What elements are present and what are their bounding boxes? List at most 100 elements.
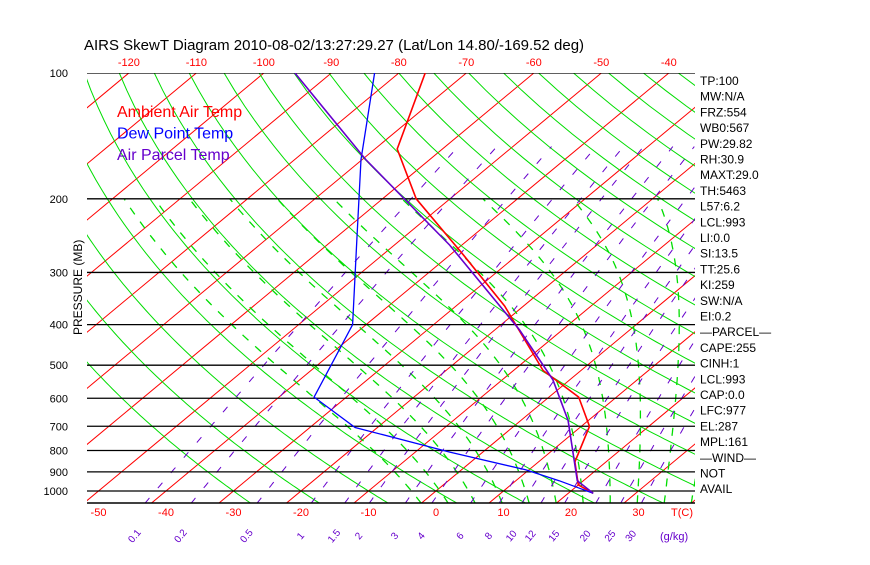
stat-item: FRZ:554	[700, 105, 747, 119]
stat-item: CINH:1	[700, 357, 740, 371]
stat-item: CAPE:255	[700, 341, 756, 355]
dry-adiabat-line	[294, 73, 870, 503]
bottom-temp-tick-label: 0	[433, 507, 439, 519]
dry-adiabat-line	[818, 73, 870, 503]
legend-entry: Ambient Air Temp	[117, 104, 242, 121]
stat-item: EL:287	[700, 419, 738, 433]
stat-item: AVAIL	[700, 482, 733, 496]
stat-item: TP:100	[700, 74, 739, 88]
mixing-ratio-label: 6	[455, 530, 467, 542]
mixing-ratio-label: 8	[483, 530, 495, 542]
bottom-temp-tick-label: -20	[293, 507, 309, 519]
mixing-ratio-label: 30	[624, 528, 640, 544]
mixing-ratio-label: 0.2	[172, 527, 190, 545]
stat-item: RH:30.9	[700, 153, 744, 167]
pressure-tick-label: 100	[50, 68, 68, 80]
dry-adiabat-line	[504, 73, 870, 503]
plot-series	[295, 73, 593, 493]
stat-item: EI:0.2	[700, 310, 732, 324]
pressure-tick-label: 300	[50, 267, 68, 279]
dry-adiabat-line	[469, 73, 870, 503]
top-temp-tick-label: -70	[458, 57, 474, 69]
stat-item: SI:13.5	[700, 247, 738, 261]
moist-adiabat-line	[483, 199, 610, 504]
stat-item: —WIND—	[700, 451, 756, 465]
profile-ambient-air-temp	[397, 73, 593, 493]
mixing-ratio-label: 0.5	[238, 527, 256, 545]
stat-item: MAXT:29.0	[700, 168, 759, 182]
isotherm-line	[759, 73, 870, 503]
moist-adiabat-line	[124, 199, 421, 504]
dry-adiabat-line	[643, 73, 870, 503]
mixing-ratio-label: 4	[416, 530, 428, 542]
stat-item: MPL:161	[700, 435, 748, 449]
profile-air-parcel-temp	[295, 73, 593, 493]
dry-adiabat-line	[259, 73, 870, 503]
pressure-tick-label: 700	[50, 421, 68, 433]
moist-adiabat-line	[230, 199, 502, 504]
stat-item: —PARCEL—	[700, 325, 771, 339]
pressure-tick-label: 600	[50, 393, 68, 405]
moist-adiabat-line	[402, 199, 583, 504]
moist-adiabat-line	[277, 199, 529, 504]
bottom-temp-tick-label: -10	[361, 507, 377, 519]
top-temp-tick-label: -120	[118, 57, 140, 69]
legend-entry: Dew Point Temp	[117, 126, 233, 143]
moist-adiabat-line	[573, 199, 641, 504]
isotherm-line	[0, 73, 61, 503]
isotherm-line	[421, 73, 870, 503]
chart-title: AIRS SkewT Diagram 2010-08-02/13:27:29.2…	[84, 37, 584, 54]
pressure-tick-label: 900	[50, 467, 68, 479]
bottom-temp-tick-label: 30	[632, 507, 644, 519]
mixing-ratio-unit-label: (g/kg)	[660, 531, 688, 543]
moist-adiabat-line	[189, 199, 475, 504]
stat-item: TT:25.6	[700, 262, 740, 276]
top-temp-tick-label: -80	[391, 57, 407, 69]
legend: Ambient Air Temp Dew Point Temp Air Parcel…	[117, 104, 242, 164]
pressure-tick-label: 800	[50, 445, 68, 457]
top-temp-tick-label: -90	[323, 57, 339, 69]
pressure-tick-label: 400	[50, 320, 68, 332]
moist-adiabat-line	[658, 199, 680, 504]
pressure-tick-label: 1000	[44, 486, 68, 498]
top-temp-tick-label: -60	[526, 57, 542, 69]
stat-item: LI:0.0	[700, 231, 730, 245]
stat-item: MW:N/A	[700, 90, 744, 104]
top-temp-tick-label: -50	[593, 57, 609, 69]
stat-item: LCL:993	[700, 372, 746, 386]
legend-entry: Air Parcel Temp	[117, 147, 230, 164]
y-axis-label: PRESSURE (MB)	[71, 240, 85, 335]
stat-item: CAP:0.0	[700, 388, 745, 402]
mixing-ratio-label: 1	[295, 530, 307, 542]
isotherm-line	[16, 73, 534, 503]
stat-item: WB0:567	[700, 121, 750, 135]
stat-item: TH:5463	[700, 184, 746, 198]
temp-unit-label: T(C)	[671, 507, 693, 519]
isotherm-line	[0, 73, 129, 503]
mixing-ratio-label: 15	[547, 528, 563, 544]
stat-item: SW:N/A	[700, 294, 742, 308]
bottom-temp-tick-label: 20	[565, 507, 577, 519]
dry-adiabat-line	[748, 73, 870, 503]
stat-item: L57:6.2	[700, 200, 740, 214]
stat-item: NOT	[700, 467, 726, 481]
mixing-ratio-label: 10	[504, 528, 520, 544]
dry-adiabat-line	[783, 73, 870, 503]
pressure-tick-label: 500	[50, 360, 68, 372]
stat-item: LFC:977	[700, 404, 746, 418]
stat-item: LCL:993	[700, 215, 746, 229]
stat-item: KI:259	[700, 278, 735, 292]
stat-item: PW:29.82	[700, 137, 753, 151]
top-temp-tick-label: -110	[186, 57, 207, 69]
mixing-ratio-label: 12	[523, 528, 539, 544]
bottom-temp-tick-label: -50	[91, 507, 107, 519]
dry-adiabat-line	[853, 73, 870, 503]
mixing-ratio-label: 3	[389, 530, 401, 542]
mixing-ratio-label: 20	[578, 528, 594, 544]
top-temp-tick-label: -100	[253, 57, 275, 69]
bottom-temp-tick-label: 10	[497, 507, 509, 519]
mixing-ratio-label: 2	[353, 530, 365, 542]
mixing-ratio-label: 1.5	[326, 527, 344, 545]
